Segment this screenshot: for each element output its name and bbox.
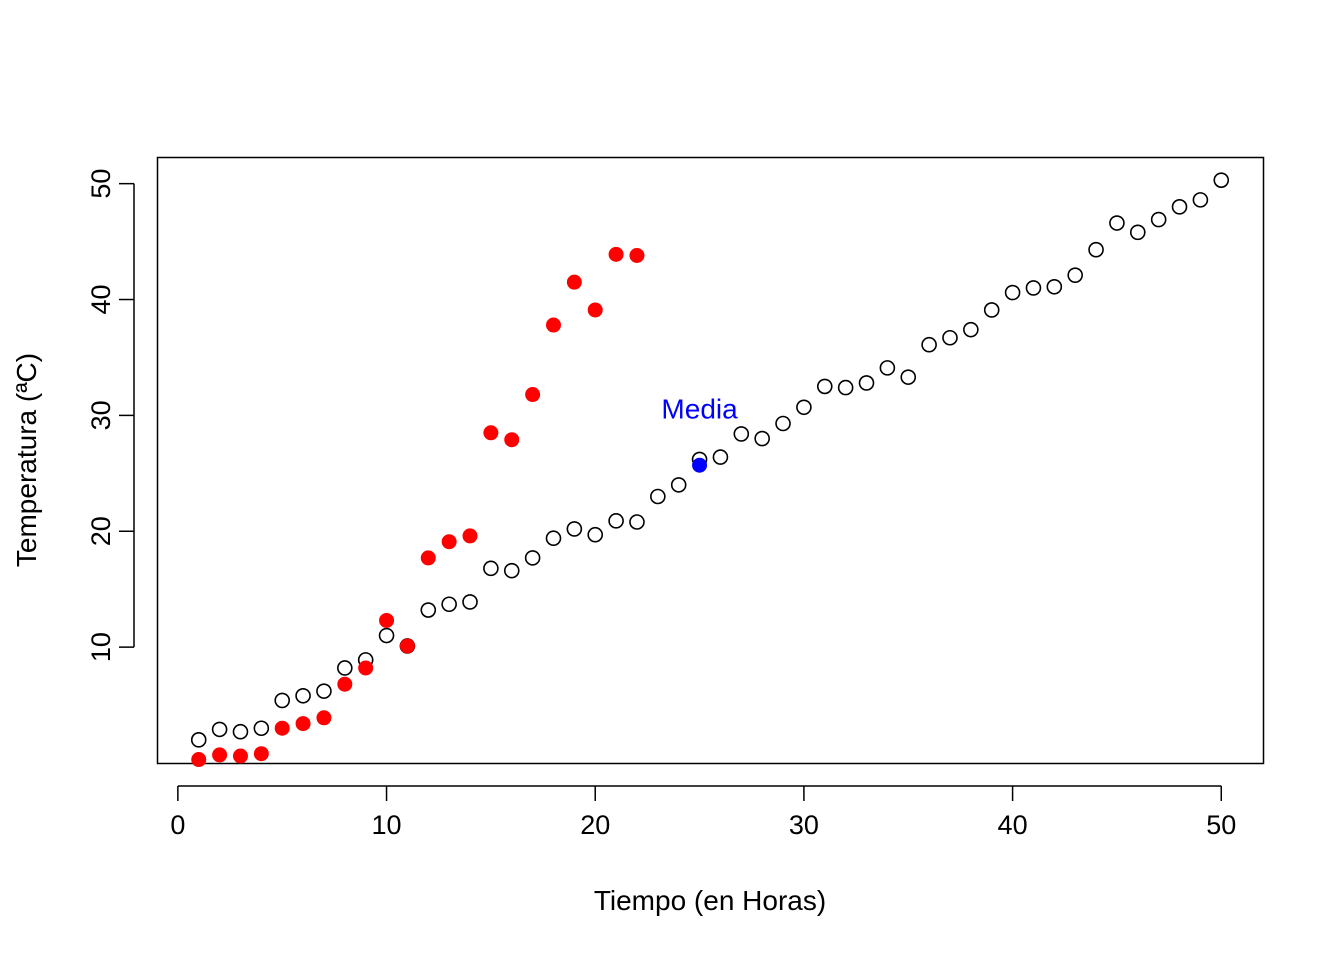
data-point-filled — [295, 716, 311, 732]
data-point-filled — [379, 612, 395, 628]
data-point-open — [608, 513, 624, 529]
data-point-open — [1109, 215, 1125, 231]
data-point-open — [295, 687, 311, 704]
x-axis: 0 10 20 30 40 50 — [170, 785, 1236, 840]
data-point-filled — [504, 432, 520, 448]
data-point-filled — [232, 748, 248, 764]
data-point-filled — [483, 425, 499, 441]
data-point-open — [545, 530, 562, 547]
data-point-filled — [274, 720, 290, 736]
data-point-open — [1192, 192, 1209, 208]
y-tick-label: 10 — [86, 632, 116, 662]
x-tick-label: 10 — [372, 810, 402, 840]
data-point-filled — [525, 387, 541, 403]
data-point-open — [650, 488, 666, 505]
data-point-filled — [587, 302, 603, 318]
data-point-filled — [608, 246, 624, 262]
data-point-open — [796, 399, 812, 416]
data-point-open — [190, 732, 207, 748]
data-point-filled — [358, 660, 374, 676]
data-point-open — [1067, 267, 1083, 283]
data-point-filled — [191, 752, 207, 768]
data-point-open — [378, 627, 395, 644]
data-point-filled — [337, 676, 353, 692]
data-point-open — [1129, 224, 1146, 241]
data-point-open — [1046, 278, 1063, 295]
data-point-open — [879, 360, 896, 376]
data-point-open — [1171, 199, 1188, 215]
y-axis-title: Temperatura (ªC) — [11, 353, 42, 567]
data-point-open — [712, 449, 729, 465]
data-point-open — [274, 692, 291, 709]
data-point-open — [629, 514, 645, 530]
data-point-filled — [253, 746, 269, 762]
data-point-filled — [212, 747, 228, 763]
data-point-open — [337, 660, 353, 676]
data-point-open — [1213, 172, 1230, 188]
annotations: Media — [661, 394, 738, 425]
data-point-open — [441, 596, 457, 613]
y-tick-label: 40 — [86, 284, 116, 314]
data-point-open — [816, 378, 833, 395]
data-point-filled — [545, 317, 561, 333]
data-point-open — [754, 430, 770, 447]
data-point-open — [462, 594, 478, 610]
data-point-open — [963, 321, 979, 338]
plot-frame — [156, 156, 1265, 765]
data-point-open — [566, 521, 583, 537]
data-point-open — [1004, 284, 1021, 301]
data-point-filled — [692, 457, 708, 473]
data-point-filled — [629, 247, 645, 263]
x-tick-label: 20 — [580, 810, 610, 840]
data-point-filled — [441, 534, 457, 550]
y-tick-label: 50 — [86, 169, 116, 199]
data-point-filled — [399, 638, 415, 654]
data-point-open — [1025, 280, 1042, 296]
data-point-filled — [420, 550, 436, 566]
annotation-label: Media — [661, 394, 738, 425]
data-point-open — [733, 426, 750, 442]
data-point-open — [942, 329, 958, 346]
data-point-open — [232, 723, 249, 740]
data-point-open — [483, 560, 499, 577]
data-point-open — [524, 550, 541, 566]
data-point-filled — [566, 274, 582, 290]
data-point-filled — [316, 710, 332, 726]
y-axis: 10 20 30 40 50 — [86, 169, 135, 662]
data-point-open — [211, 721, 228, 738]
data-point-open — [921, 336, 937, 353]
data-point-open — [503, 562, 520, 579]
data-point-open — [670, 477, 687, 493]
x-tick-label: 50 — [1206, 810, 1236, 840]
data-point-open — [837, 379, 854, 396]
y-tick-label: 20 — [86, 516, 116, 546]
x-tick-label: 0 — [170, 810, 185, 840]
x-axis-title: Tiempo (en Horas) — [594, 885, 826, 916]
data-point-open — [983, 302, 1000, 318]
data-point-open — [420, 602, 437, 618]
data-points — [190, 172, 1230, 768]
data-point-open — [900, 369, 917, 385]
y-tick-label: 30 — [86, 400, 116, 430]
x-tick-label: 40 — [998, 810, 1028, 840]
data-point-open — [1088, 241, 1104, 258]
data-point-open — [253, 720, 270, 737]
data-point-open — [775, 415, 791, 432]
data-point-open — [858, 375, 875, 391]
data-point-open — [316, 683, 332, 699]
data-point-filled — [462, 528, 478, 544]
x-tick-label: 30 — [789, 810, 819, 840]
data-point-open — [1150, 211, 1167, 228]
data-point-open — [587, 526, 604, 543]
